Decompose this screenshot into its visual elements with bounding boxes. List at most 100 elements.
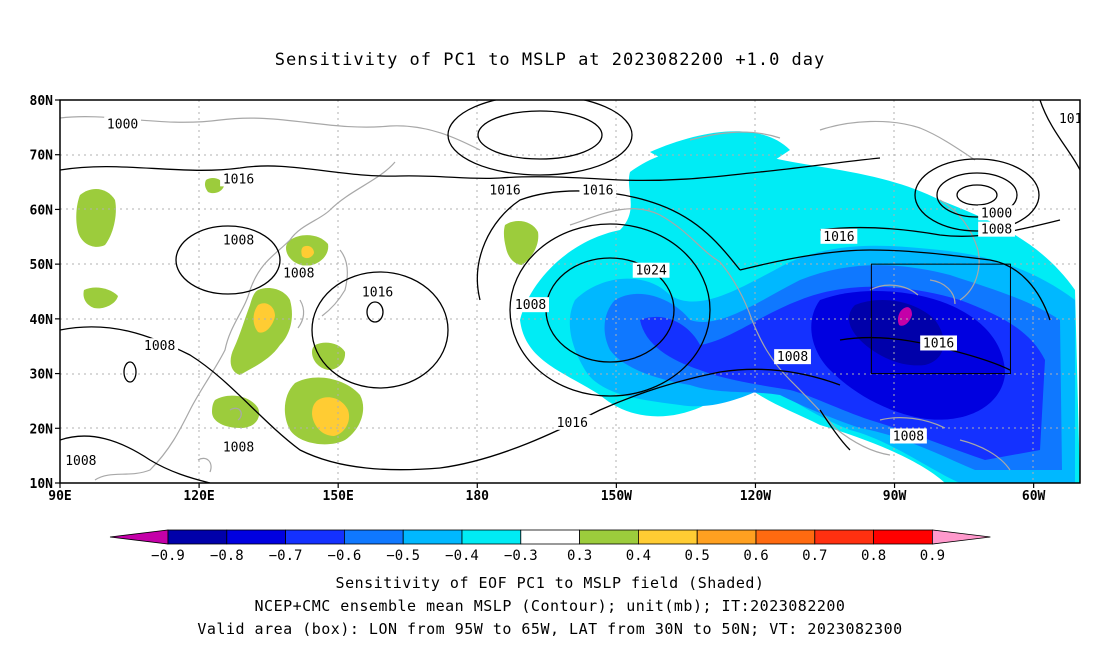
- colorbar-cell: [285, 529, 345, 545]
- lat-tick-label: 60N: [30, 203, 54, 218]
- contour-label: 1000: [981, 206, 1012, 221]
- colorbar-label: −0.4: [445, 548, 479, 564]
- colorbar-label: −0.6: [328, 548, 362, 564]
- colorbar-cell: [638, 529, 698, 545]
- contour-label: 1016: [489, 183, 520, 198]
- colorbar-cell: [343, 529, 404, 545]
- lon-tick-label: 60W: [1022, 489, 1046, 504]
- contour-label-bg: [774, 349, 811, 365]
- contour-label: 1000: [107, 118, 138, 133]
- lon-tick-label: 90W: [883, 489, 907, 504]
- figure-title: Sensitivity of PC1 to MSLP at 2023082200…: [274, 50, 826, 70]
- positive-sensitivity-shading: [76, 178, 539, 445]
- contour-label: 1016: [823, 230, 854, 245]
- contour-labels: 1000 1016 1016 1016 1016 1016 1000 1008 1008 1008…: [16, 111, 1082, 469]
- lat-tick-label: 30N: [30, 368, 54, 383]
- caption-line-2: NCEP+CMC ensemble mean MSLP (Contour); u…: [254, 597, 846, 615]
- lat-tick-label: 10N: [30, 477, 54, 492]
- contour-label-bg: [220, 232, 257, 248]
- lon-tick-label: 150W: [601, 489, 632, 504]
- contour-label: 1016: [557, 416, 588, 431]
- contour-label: 1024: [635, 264, 666, 279]
- contour-label: 1016: [19, 134, 50, 149]
- valid-area-box: [870, 263, 1011, 375]
- mslp-contours: [60, 100, 1080, 483]
- contour-label-bg: [359, 284, 396, 300]
- contour-label-bg: [486, 182, 524, 198]
- colorbar-cell: [520, 529, 580, 545]
- colorbar-label: 0.6: [743, 548, 768, 564]
- map-gridlines: [60, 100, 1080, 483]
- contour-label-bg: [62, 453, 100, 469]
- contour-label-bg: [820, 228, 858, 244]
- colorbar-cell: [461, 529, 522, 545]
- contour-label-bg: [220, 439, 257, 455]
- contour-label: 1016: [923, 336, 954, 351]
- contour-label-bg: [632, 262, 670, 278]
- map-frame: [59, 99, 1081, 484]
- colorbar-cell: [167, 529, 228, 545]
- contour-label-bg: [1056, 111, 1080, 127]
- colorbar-min-triangle: [109, 529, 169, 545]
- contour-label: 1008: [223, 440, 254, 455]
- contour-label: 101: [1059, 112, 1082, 127]
- colorbar-label: 0.8: [861, 548, 886, 564]
- lat-tick-label: 20N: [30, 422, 54, 437]
- lon-tick-label: 120E: [183, 489, 214, 504]
- contour-label: 1008: [981, 223, 1012, 238]
- lat-tick-label: 70N: [30, 149, 54, 164]
- colorbar-cell: [814, 529, 874, 545]
- caption-line-1: Sensitivity of EOF PC1 to MSLP field (Sh…: [335, 574, 765, 592]
- lon-tick-label: 180: [466, 489, 490, 504]
- colorbar-cell: [402, 529, 463, 545]
- contour-label: 1008: [515, 298, 546, 313]
- colorbar-cell: [226, 529, 287, 545]
- colorbar-cell: [755, 529, 816, 545]
- colorbar-label: 0.3: [567, 548, 592, 564]
- contour-label-bg: [512, 297, 549, 313]
- colorbar-label: −0.9: [151, 548, 185, 564]
- longitude-axis: 90E 120E 150E 180 150W 120W 90W 60W: [48, 483, 1046, 504]
- colorbar-label: −0.8: [210, 548, 244, 564]
- contour-label: 1016: [223, 172, 254, 187]
- contour-label-bg: [104, 116, 141, 132]
- colorbar-label: 0.5: [685, 548, 710, 564]
- colorbar-label: 0.9: [920, 548, 945, 564]
- colorbar-label: −0.3: [504, 548, 538, 564]
- contour-label-bg: [553, 414, 591, 430]
- contour-label-bg: [280, 265, 318, 281]
- lat-tick-label: 40N: [30, 313, 54, 328]
- contour-label-bg: [220, 171, 257, 187]
- latitude-axis: 80N 70N 60N 50N 40N 30N 20N 10N: [30, 94, 60, 492]
- contour-label: 1008: [777, 350, 808, 365]
- negative-sensitivity-shading: [520, 131, 1080, 483]
- colorbar-label: −0.7: [269, 548, 303, 564]
- colorbar-label: 0.4: [626, 548, 651, 564]
- colorbar: −0.9 −0.8 −0.7 −0.6 −0.5 −0.4 −0.3 0.3 0.4 0.5 0.6…: [109, 529, 991, 564]
- lat-tick-label: 50N: [30, 258, 54, 273]
- colorbar-label: −0.5: [386, 548, 420, 564]
- contour-label-bg: [978, 221, 1015, 237]
- contour-label: 1016: [582, 183, 613, 198]
- lat-tick-label: 80N: [30, 94, 54, 109]
- caption-line-3: Valid area (box): LON from 95W to 65W, L…: [197, 620, 903, 638]
- lon-tick-label: 150E: [323, 489, 354, 504]
- contour-label: 1008: [144, 339, 175, 354]
- colorbar-cell: [579, 529, 639, 545]
- contour-label-bg: [16, 133, 53, 148]
- contour-label-bg: [579, 182, 617, 198]
- contour-label-bg: [141, 338, 179, 354]
- colorbar-label: 0.7: [802, 548, 827, 564]
- colorbar-cell: [873, 529, 933, 545]
- contour-label: 1008: [893, 429, 924, 444]
- contour-label: 1008: [283, 266, 314, 281]
- contour-label-bg: [890, 428, 927, 444]
- contour-label: 1016: [362, 286, 393, 301]
- contour-label-bg: [978, 205, 1015, 221]
- colorbar-max-triangle: [932, 529, 991, 545]
- lon-tick-label: 120W: [740, 489, 771, 504]
- contour-label-bg: [920, 335, 957, 351]
- contour-label: 1008: [65, 454, 96, 469]
